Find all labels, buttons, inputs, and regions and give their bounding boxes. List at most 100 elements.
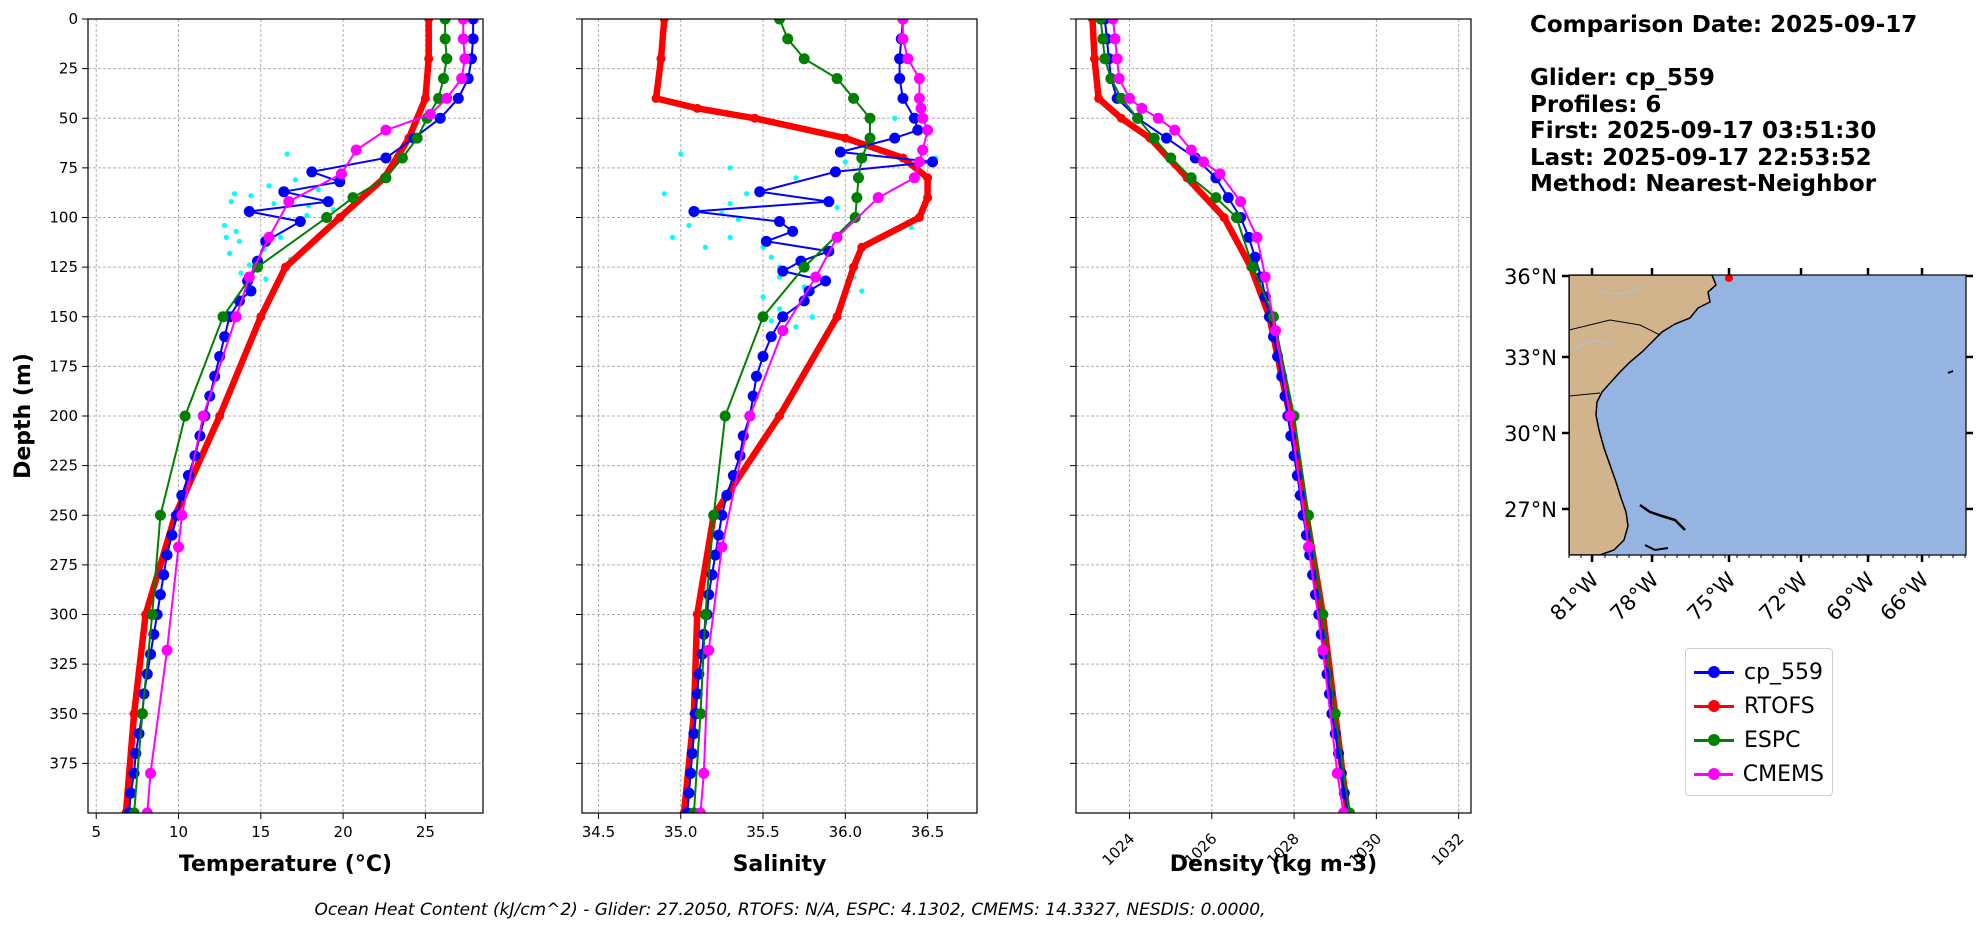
raw-sample-point bbox=[760, 294, 766, 300]
y-tick-label: 175 bbox=[49, 357, 78, 375]
y-tick-label: 50 bbox=[59, 109, 78, 127]
series-point-cmems bbox=[1317, 644, 1329, 656]
series-point-espc bbox=[433, 92, 445, 104]
series-point-rtofs bbox=[1116, 113, 1126, 123]
series-point-espc bbox=[695, 708, 706, 720]
series-point-espc bbox=[1185, 172, 1197, 184]
series-point-espc bbox=[848, 92, 860, 104]
series-point-espc bbox=[856, 152, 868, 164]
comparison-date: Comparison Date: 2025-09-17 bbox=[1530, 12, 1918, 38]
series-point-cmems bbox=[1107, 19, 1119, 25]
raw-sample-point bbox=[231, 191, 238, 197]
series-point-cmems bbox=[1259, 271, 1271, 283]
series-point-cmems bbox=[1169, 124, 1181, 136]
series-point-cmems bbox=[1270, 325, 1282, 337]
raw-sample-point bbox=[304, 212, 310, 219]
series-point-cp_559 bbox=[154, 589, 166, 601]
series-point-cp_559 bbox=[182, 470, 194, 482]
series-point-espc bbox=[146, 609, 158, 620]
series-point-espc bbox=[782, 33, 794, 45]
series-point-espc bbox=[411, 132, 423, 144]
series-point-cp_559 bbox=[1243, 231, 1255, 243]
map-lat-label: 36°N bbox=[1504, 265, 1557, 289]
map-inner bbox=[1569, 275, 1966, 555]
series-point-rtofs bbox=[420, 93, 430, 103]
series-point-cmems bbox=[230, 311, 242, 323]
legend-item-espc: ESPC bbox=[1694, 723, 1824, 757]
x-axis-label: Salinity bbox=[733, 852, 827, 877]
ocean-heat-content-footer: Ocean Heat Content (kJ/cm^2) - Glider: 2… bbox=[314, 900, 1266, 920]
series-point-espc bbox=[1247, 261, 1259, 273]
series-point-cp_559 bbox=[380, 152, 392, 164]
legend: cp_559 RTOFS ESPC CMEMS bbox=[1685, 648, 1833, 796]
state-border bbox=[1569, 319, 1661, 336]
series-point-espc bbox=[136, 708, 148, 720]
profile-count: Profiles: 6 bbox=[1530, 91, 1662, 118]
series-point-cmems bbox=[777, 325, 789, 337]
series-point-espc bbox=[441, 53, 453, 65]
series-point-rtofs bbox=[1219, 213, 1229, 222]
raw-sample-point bbox=[248, 193, 254, 199]
series-point-espc bbox=[154, 509, 166, 521]
series-point-cp_559 bbox=[1222, 192, 1234, 204]
series-point-cp_559 bbox=[777, 311, 789, 323]
series-point-cmems bbox=[1123, 92, 1135, 104]
series-point-cp_559 bbox=[754, 186, 766, 198]
panel-salinity: 34.5 35.0 35.5 36.0 36.5 Salinity bbox=[576, 18, 978, 877]
series-point-espc bbox=[396, 152, 408, 164]
series-point-cmems bbox=[1284, 410, 1296, 422]
series-point-cmems bbox=[1152, 112, 1164, 124]
series-point-cp_559 bbox=[1249, 251, 1261, 263]
raw-sample-point bbox=[793, 175, 799, 181]
series-point-rtofs bbox=[656, 54, 666, 64]
series-group bbox=[651, 19, 939, 813]
series-point-rtofs bbox=[840, 133, 850, 143]
raw-sample-point bbox=[727, 165, 733, 171]
series-point-cp_559 bbox=[145, 648, 157, 660]
raw-sample-point bbox=[266, 183, 272, 189]
series-point-cmems bbox=[456, 73, 468, 85]
y-tick-label: 275 bbox=[49, 556, 78, 574]
series-point-cmems bbox=[915, 102, 927, 114]
series-point-espc bbox=[217, 311, 229, 323]
y-tick-label: 125 bbox=[49, 258, 78, 276]
series-point-espc bbox=[439, 19, 451, 25]
series-point-cp_559 bbox=[133, 728, 145, 740]
series-point-espc bbox=[439, 33, 451, 45]
series-point-cp_559 bbox=[709, 549, 721, 561]
series-point-cp_559 bbox=[703, 589, 715, 601]
series-point-cp_559 bbox=[688, 206, 700, 218]
raw-sample-point bbox=[743, 191, 750, 197]
series-point-espc bbox=[757, 311, 769, 323]
series-point-cmems bbox=[695, 807, 706, 813]
y-tick-label: 325 bbox=[49, 655, 78, 673]
series-point-espc bbox=[128, 807, 140, 813]
raw-sample-point bbox=[908, 224, 914, 231]
raw-sample-point bbox=[727, 201, 733, 207]
series-point-espc bbox=[719, 410, 731, 422]
x-axis-label: Density (kg m-3) bbox=[1170, 852, 1378, 877]
series-point-rtofs bbox=[335, 213, 345, 222]
series-point-cmems bbox=[145, 767, 157, 779]
map-lon-label: 72°W bbox=[1755, 567, 1813, 625]
raw-sample-point bbox=[776, 306, 783, 312]
comparison-info: Comparison Date: 2025-09-17 Glider: cp_5… bbox=[1530, 12, 1917, 198]
series-point-cmems bbox=[263, 231, 275, 243]
y-tick-label: 150 bbox=[49, 308, 78, 326]
series-point-cp_559 bbox=[777, 265, 789, 277]
series-point-espc bbox=[380, 172, 392, 184]
raw-sample-point bbox=[735, 216, 741, 223]
series-point-cmems bbox=[1337, 807, 1349, 813]
series-point-cmems bbox=[913, 92, 925, 104]
raw-sample-point bbox=[768, 254, 774, 260]
series-point-cmems bbox=[744, 410, 756, 422]
series-point-cmems bbox=[424, 108, 436, 120]
series-point-rtofs bbox=[215, 411, 225, 421]
series-point-cmems bbox=[703, 644, 715, 656]
y-tick-label: 0 bbox=[68, 10, 78, 28]
series-point-rtofs bbox=[849, 262, 859, 272]
series-point-cmems bbox=[197, 410, 209, 422]
x-tick-label: 36.0 bbox=[829, 823, 862, 841]
y-tick-label: 375 bbox=[49, 754, 78, 772]
